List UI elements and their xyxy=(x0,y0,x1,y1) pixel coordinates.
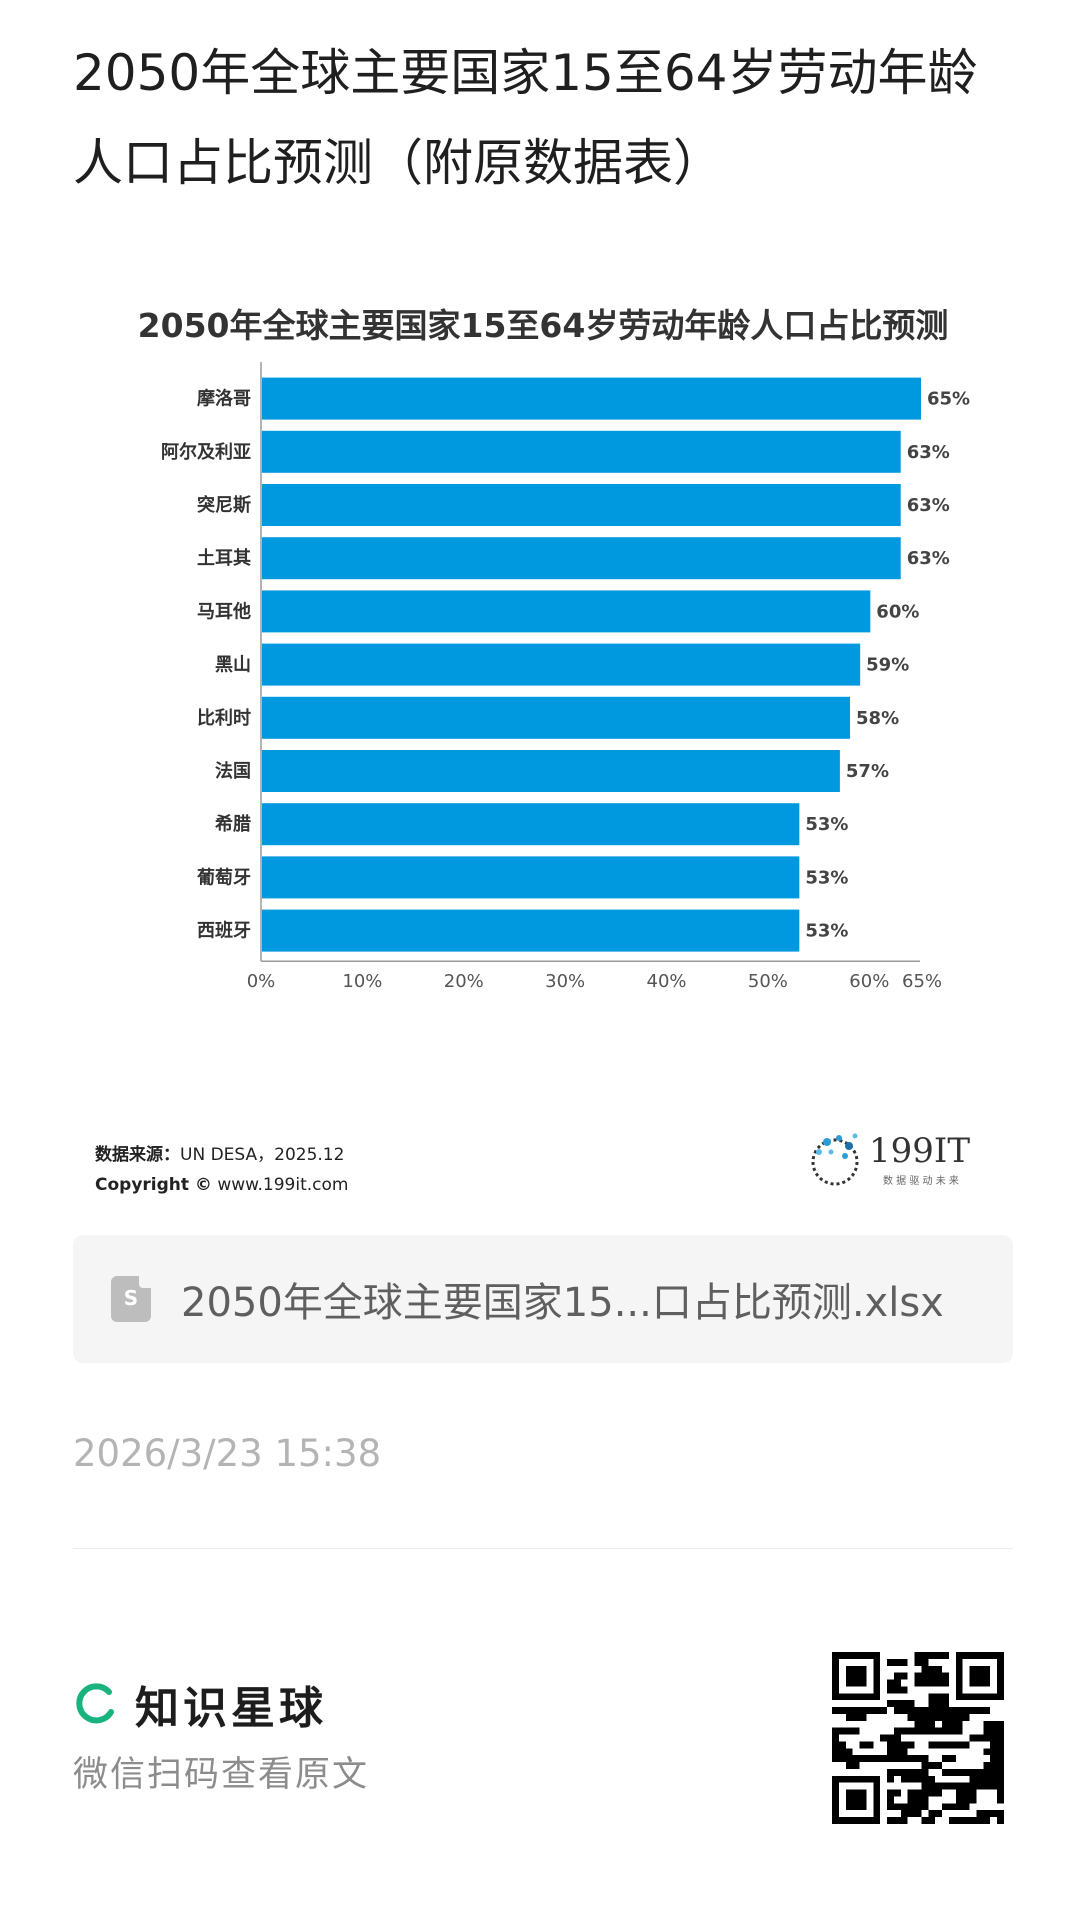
qr-code-icon[interactable] xyxy=(832,1652,1004,1824)
data-label: 53% xyxy=(805,867,848,888)
category-label: 阿尔及利亚 xyxy=(161,441,251,463)
bar-11 xyxy=(262,909,800,952)
x-tick-label: 10% xyxy=(342,971,382,992)
data-label: 60% xyxy=(876,601,919,622)
post-timestamp: 2026/3/23 15:38 xyxy=(73,1432,382,1475)
bar-5 xyxy=(262,590,871,633)
x-tick-label: 30% xyxy=(545,971,585,992)
brand-name: 199IT xyxy=(869,1131,970,1171)
category-label: 葡萄牙 xyxy=(196,866,251,888)
x-tick-label: 65% xyxy=(902,971,942,992)
data-label: 58% xyxy=(856,708,899,729)
bar-3 xyxy=(262,484,901,526)
data-label: 63% xyxy=(907,442,950,463)
source-text: UN DESA，2025.12 xyxy=(180,1145,345,1165)
spreadsheet-file-icon: S xyxy=(111,1276,151,1322)
bar-2 xyxy=(262,430,901,473)
bar-chart: 2050年全球主要国家15至64岁劳动年龄人口占比预测摩洛哥 65% 阿尔及利亚 63… xyxy=(73,285,1013,1205)
data-label: 53% xyxy=(805,814,848,835)
zsxq-logo-icon xyxy=(76,1683,114,1724)
x-tick-label: 50% xyxy=(748,971,788,992)
brand-dots-icon xyxy=(811,1133,859,1186)
x-tick-label: 0% xyxy=(247,971,276,992)
page-title: 2050年全球主要国家15至64岁劳动年龄人口占比预测（附原数据表） xyxy=(73,44,978,192)
bar-6 xyxy=(262,643,861,686)
bar-9 xyxy=(262,803,800,846)
x-tick-label: 60% xyxy=(849,971,889,992)
data-label: 59% xyxy=(866,655,909,676)
category-label: 希腊 xyxy=(215,813,251,835)
data-label: 65% xyxy=(927,389,970,410)
category-label: 马耳他 xyxy=(197,600,251,622)
category-label: 西班牙 xyxy=(197,921,251,942)
x-tick-label: 20% xyxy=(444,971,484,992)
app-name: 知识星球 xyxy=(135,1683,327,1734)
bar-10 xyxy=(262,856,800,899)
bar-1 xyxy=(262,377,921,420)
brand-slogan: 数 据 驱 动 未 来 xyxy=(883,1174,959,1187)
brand-logo-199it: 199IT 数 据 驱 动 未 来 xyxy=(811,1131,970,1187)
data-label: 63% xyxy=(907,548,950,569)
category-label: 突尼斯 xyxy=(197,494,251,516)
attachment-file-card[interactable]: S 2050年全球主要国家15...口占比预测.xlsx xyxy=(73,1235,1013,1363)
bar-4 xyxy=(262,537,901,580)
data-label: 57% xyxy=(846,761,889,782)
bar-8 xyxy=(262,750,840,792)
copyright-label: Copyright © xyxy=(95,1175,212,1195)
scan-hint: 微信扫码查看原文 xyxy=(73,1755,370,1795)
chart-title: 2050年全球主要国家15至64岁劳动年龄人口占比预测 xyxy=(138,306,949,345)
file-name: 2050年全球主要国家15...口占比预测.xlsx xyxy=(181,1280,944,1326)
category-label: 法国 xyxy=(215,760,251,782)
category-label: 比利时 xyxy=(197,707,251,729)
divider xyxy=(73,1548,1013,1549)
data-label: 53% xyxy=(805,921,848,942)
data-label: 63% xyxy=(907,495,950,516)
zsxq-brand: 知识星球 xyxy=(73,1672,327,1736)
source-label: 数据来源： xyxy=(95,1145,180,1165)
chart-source: 数据来源：UN DESA，2025.12 Copyright © www.199… xyxy=(95,1140,348,1200)
x-tick-label: 40% xyxy=(647,971,687,992)
category-label: 土耳其 xyxy=(197,548,251,569)
category-label: 摩洛哥 xyxy=(197,388,251,410)
bar-7 xyxy=(262,696,851,739)
copyright-site: www.199it.com xyxy=(217,1175,349,1195)
category-label: 黑山 xyxy=(215,655,251,676)
